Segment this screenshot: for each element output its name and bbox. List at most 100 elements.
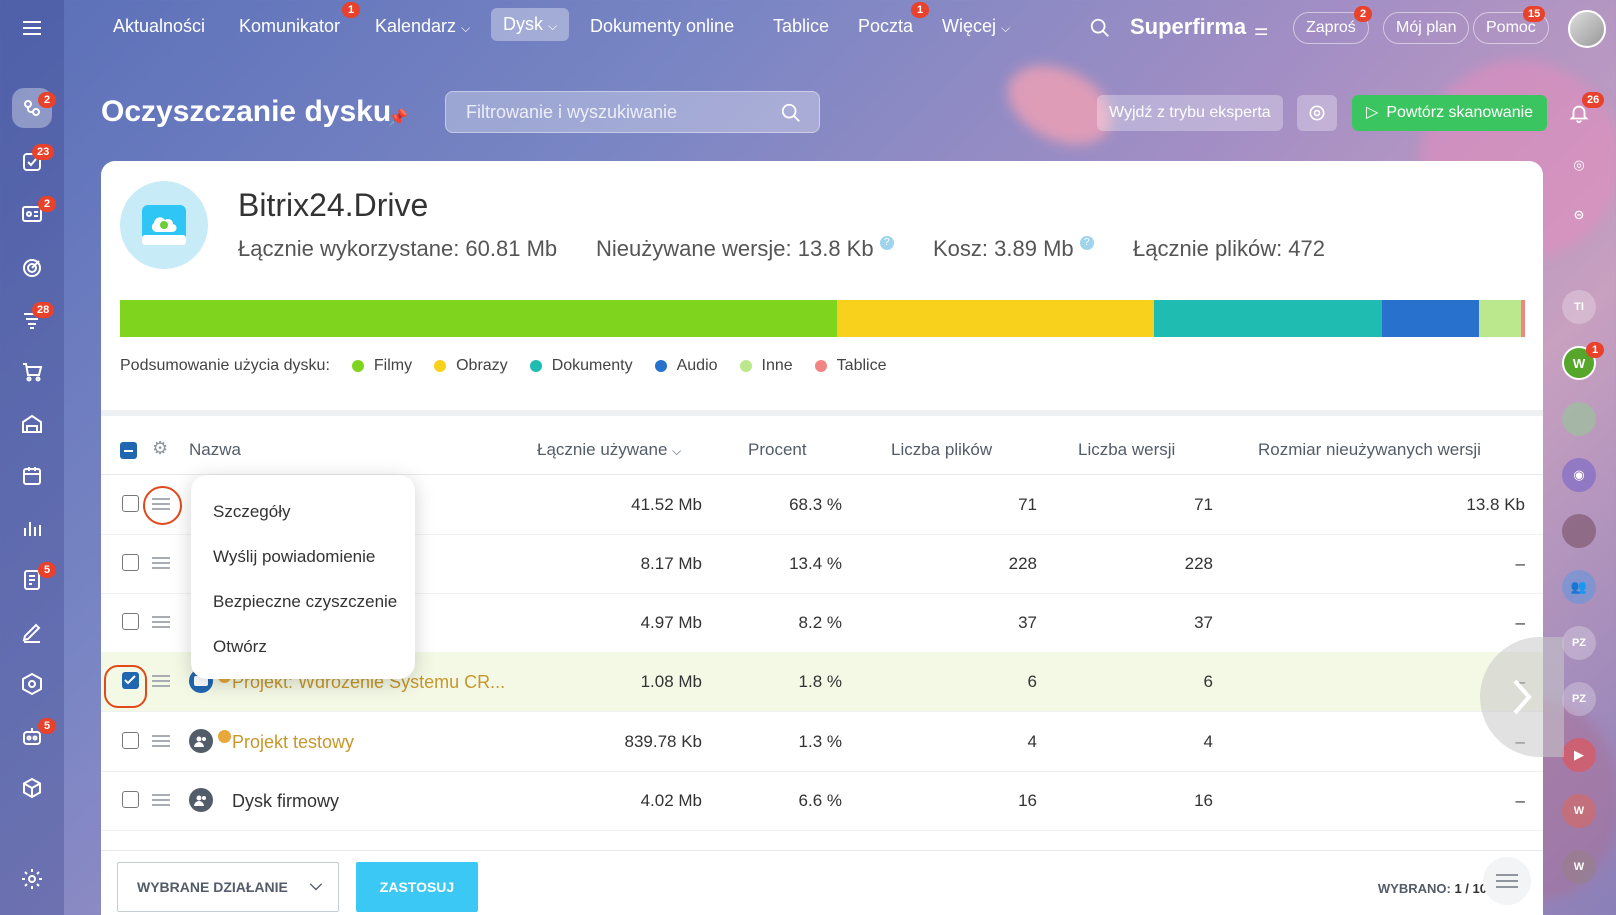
row-percent: 68.3 % (789, 495, 842, 514)
avatar-w-2[interactable]: W (1562, 794, 1596, 828)
calendar-icon[interactable] (12, 456, 52, 496)
copilot-icon[interactable]: ◉ (1562, 458, 1596, 492)
search-icon[interactable] (1089, 17, 1111, 44)
cart-icon[interactable] (12, 352, 52, 392)
apply-button[interactable]: ZASTOSUJ (356, 862, 478, 912)
user-avatar[interactable] (1568, 10, 1606, 48)
column-settings-gear-icon[interactable]: ⚙ (152, 438, 169, 458)
activity-stream-icon[interactable]: 2 (12, 88, 56, 128)
chat-search-icon[interactable]: ⊝ (1573, 207, 1585, 222)
documents-icon[interactable]: 5 (12, 560, 56, 600)
settings-button[interactable] (1297, 95, 1337, 131)
row-checkbox[interactable] (122, 495, 139, 512)
menu-item-open[interactable]: Otwórz (213, 637, 267, 656)
nav-wiecej[interactable]: Więcej ⌵ (942, 16, 1010, 37)
avatar-w-3[interactable]: W (1562, 850, 1596, 884)
row-menu-icon[interactable] (152, 674, 170, 688)
bot-icon[interactable]: 5 (12, 716, 56, 756)
nav-kalendarz[interactable]: Kalendarz ⌵ (375, 16, 470, 37)
row-name[interactable]: Dysk firmowy (232, 791, 339, 811)
settings-gear-icon[interactable] (12, 859, 52, 899)
row-checkbox[interactable] (122, 554, 139, 571)
header-total-used[interactable]: Łącznie używane ⌵ (537, 440, 681, 460)
help-question-icon[interactable]: ? (1079, 236, 1094, 250)
usage-segment-obrazy (836, 300, 1155, 337)
my-plan-button[interactable]: Mój plan (1383, 12, 1470, 44)
row-menu-icon[interactable] (152, 734, 170, 748)
exit-expert-mode-button[interactable]: Wyjdź z trybu eksperta (1097, 95, 1283, 131)
warehouse-icon[interactable] (12, 404, 52, 444)
pin-icon[interactable]: 📌 (388, 110, 408, 127)
brand-name[interactable]: Superfirma (1130, 14, 1247, 39)
list-menu-button[interactable] (1483, 857, 1531, 905)
stat-total-used: Łącznie wykorzystane: 60.81 Mb (238, 236, 558, 261)
hexagon-apps-icon[interactable] (12, 664, 52, 704)
row-percent: 13.4 % (789, 554, 842, 573)
goals-icon[interactable] (12, 248, 52, 288)
nav-komunikator[interactable]: Komunikator (239, 16, 341, 36)
row-name[interactable]: Projekt testowy (232, 732, 355, 752)
group-icon[interactable]: 👥 (1562, 570, 1596, 604)
row-menu-icon[interactable] (152, 793, 170, 807)
analytics-icon[interactable] (12, 508, 52, 548)
rescan-button[interactable]: ▷ Powtórz skanowanie (1352, 95, 1548, 131)
sign-icon[interactable] (12, 612, 52, 652)
avatar-pz-2[interactable]: PZ (1562, 682, 1596, 716)
usage-segment-audio (1381, 300, 1479, 337)
table-row[interactable]: 41.52 Mb 68.3 % 71 71 13.8 Kb (101, 475, 1543, 535)
row-menu-icon[interactable] (152, 556, 170, 570)
action-select[interactable]: WYBRANE DZIAŁANIE ⌵ (117, 862, 339, 912)
help-question-icon[interactable]: ? (879, 236, 894, 250)
chevron-down-icon: ⌵ (309, 877, 322, 894)
nav-dokumenty-online[interactable]: Dokumenty online (590, 16, 735, 36)
selected-count-value: 1 / 10 (1454, 881, 1487, 896)
search-icon[interactable] (780, 102, 802, 129)
nav-tablice[interactable]: Tablice (773, 16, 830, 36)
chat-avatar-photo[interactable] (1562, 514, 1596, 548)
select-all-checkbox[interactable] (120, 442, 137, 459)
sliders-icon[interactable]: ⚌ (1254, 22, 1269, 39)
tasks-icon[interactable]: 23 (12, 142, 55, 182)
header-name[interactable]: Nazwa (189, 440, 241, 459)
timeman-icon[interactable]: ◎ (1573, 157, 1585, 172)
row-file-count: 37 (1018, 613, 1037, 632)
avatar-ti[interactable]: TI (1562, 290, 1596, 324)
row-checkbox[interactable] (122, 672, 139, 689)
action-footer: WYBRANE DZIAŁANIE ⌵ ZASTOSUJ WYBRANO: 1 … (101, 850, 1543, 915)
drive-icon (120, 181, 208, 269)
page-title: Oczyszczanie dysku (101, 95, 392, 128)
avatar-pz-1[interactable]: PZ (1562, 626, 1596, 660)
row-total-used: 41.52 Mb (631, 495, 702, 514)
video-call-icon[interactable]: ▶ (1562, 738, 1596, 772)
crm-icon[interactable]: 2 (12, 194, 56, 234)
menu-item-send-notification[interactable]: Wyślij powiadomienie (213, 547, 376, 566)
feed-filter-icon[interactable]: 28 (12, 300, 55, 340)
table-row[interactable]: Dysk firmowy 4.02 Mb 6.6 % 16 16 – (101, 771, 1543, 831)
bell-icon[interactable] (1562, 96, 1596, 130)
legend-dot (739, 360, 752, 372)
drive-name: Bitrix24.Drive (238, 187, 429, 223)
header-percent[interactable]: Procent (748, 440, 807, 459)
row-menu-icon[interactable] (152, 615, 170, 629)
nav-poczta[interactable]: Poczta (858, 16, 914, 36)
cube-icon[interactable] (12, 768, 52, 808)
menu-item-safe-cleanup[interactable]: Bezpieczne czyszczenie (213, 592, 398, 611)
header-file-count[interactable]: Liczba plików (891, 440, 993, 459)
help-button[interactable]: Pomoc (1473, 12, 1549, 44)
nav-aktualnosci[interactable]: Aktualności (113, 16, 206, 36)
filter-search-input[interactable] (445, 91, 820, 133)
usage-segment-filmy (120, 300, 837, 337)
row-checkbox[interactable] (122, 613, 139, 630)
header-unused-size[interactable]: Rozmiar nieużywanych wersji (1258, 440, 1481, 459)
menu-item-details[interactable]: Szczegóły (213, 502, 291, 521)
nav-dysk[interactable]: Dysk ⌵ (491, 8, 570, 41)
invite-button[interactable]: Zaproś (1293, 12, 1369, 44)
row-checkbox[interactable] (122, 791, 139, 808)
header-version-count[interactable]: Liczba wersji (1078, 440, 1176, 459)
row-checkbox[interactable] (122, 732, 139, 749)
legend-label: Inne (761, 357, 793, 374)
hamburger-menu-icon[interactable] (12, 8, 52, 48)
table-row[interactable]: 8.17 Mb 13.4 % 228 228 – (101, 534, 1543, 594)
group-chat-avatar[interactable] (1562, 402, 1596, 436)
